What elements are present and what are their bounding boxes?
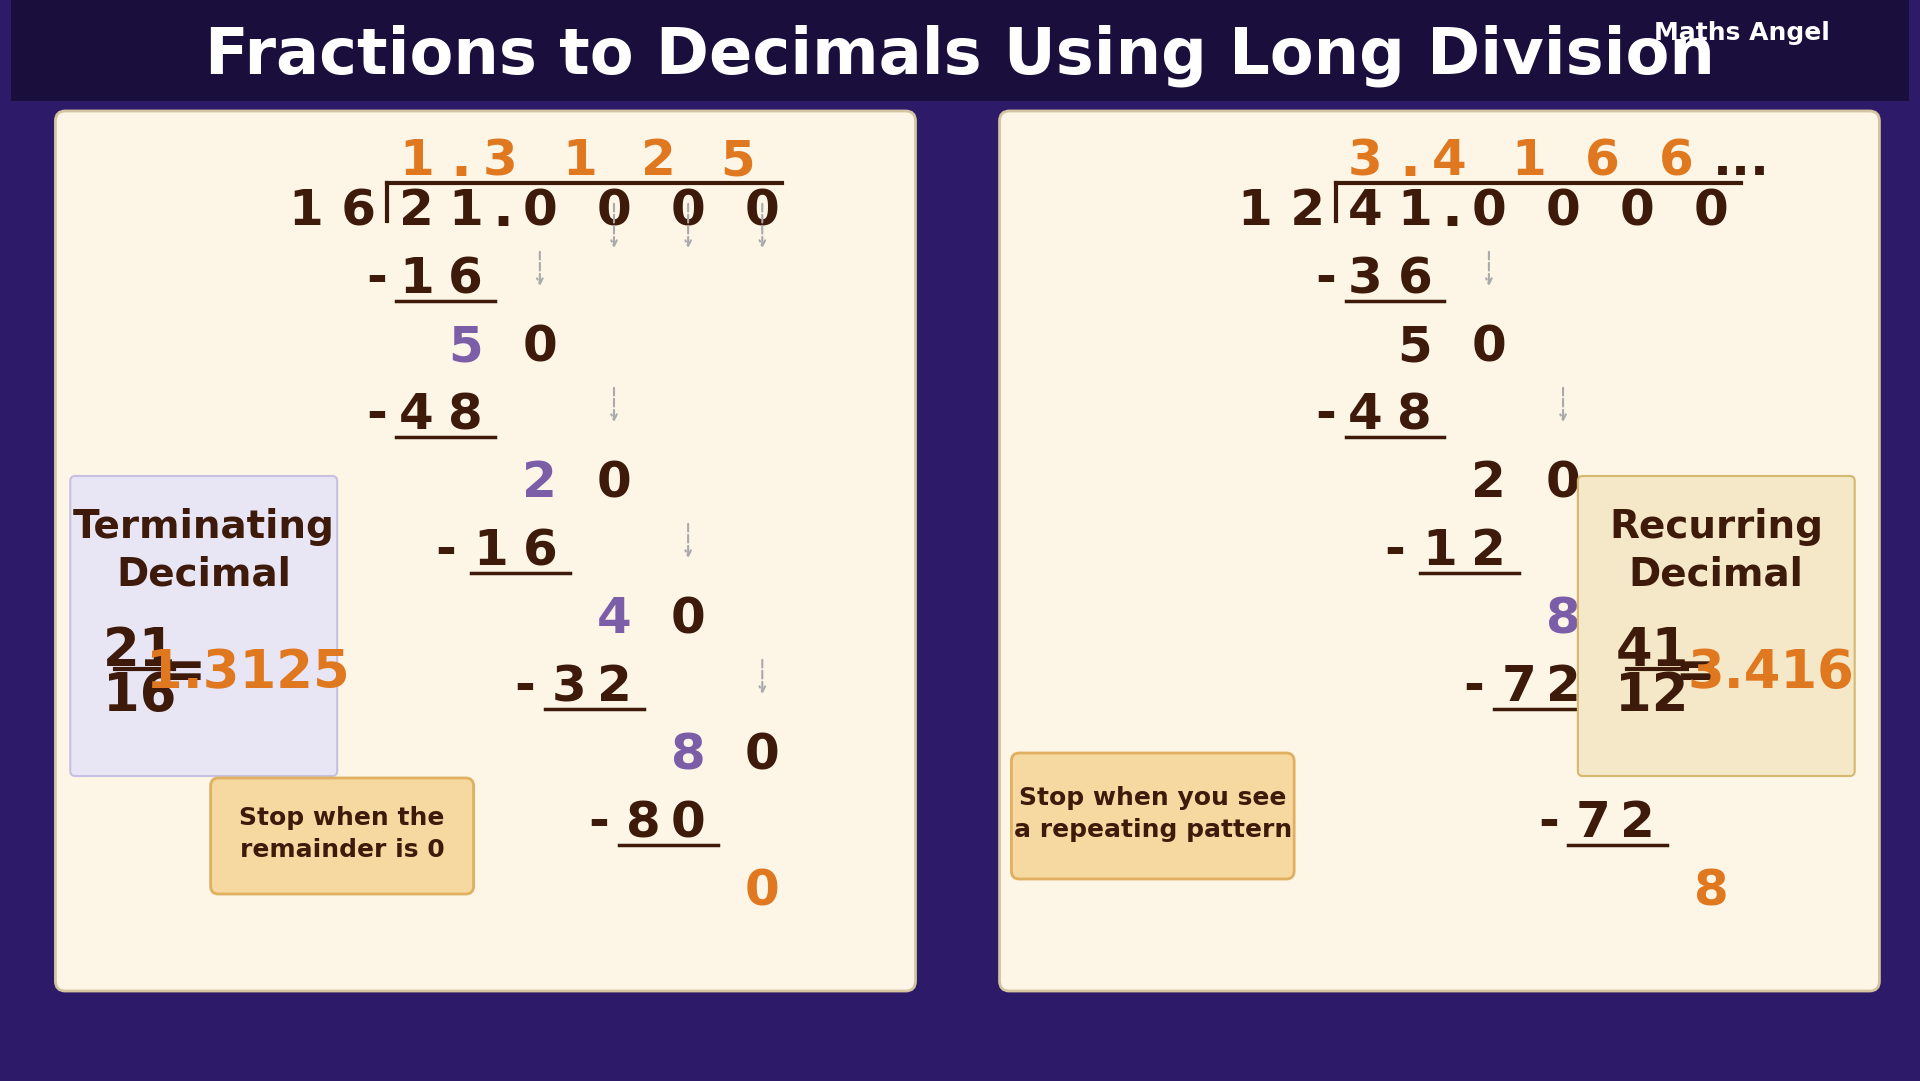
- Text: Recurring
Decimal: Recurring Decimal: [1609, 508, 1824, 593]
- Text: 0: 0: [1693, 187, 1728, 235]
- Text: 0: 0: [745, 187, 780, 235]
- Text: -: -: [367, 255, 388, 303]
- Text: -: -: [436, 528, 457, 575]
- FancyBboxPatch shape: [56, 111, 916, 991]
- Text: 2: 2: [1620, 799, 1655, 848]
- Text: 41: 41: [1615, 625, 1690, 677]
- Text: 21: 21: [102, 625, 177, 677]
- Text: Stop when you see
a repeating pattern: Stop when you see a repeating pattern: [1014, 786, 1292, 842]
- Text: -: -: [1384, 528, 1405, 575]
- Text: Terminating
Decimal: Terminating Decimal: [73, 508, 334, 593]
- Text: 2: 2: [1471, 459, 1507, 507]
- Text: =: =: [161, 648, 205, 699]
- Text: Fractions to Decimals Using Long Division: Fractions to Decimals Using Long Divisio…: [205, 25, 1715, 88]
- Text: 0: 0: [1620, 595, 1655, 643]
- Text: 2: 2: [1471, 528, 1507, 575]
- Text: 0: 0: [1693, 731, 1728, 779]
- FancyBboxPatch shape: [1578, 476, 1855, 776]
- Text: 1: 1: [1511, 137, 1546, 185]
- Text: 16: 16: [102, 670, 177, 722]
- Text: 2: 2: [597, 663, 632, 711]
- Text: 0: 0: [1620, 187, 1655, 235]
- Text: 0: 0: [670, 187, 705, 235]
- Text: 0: 0: [745, 731, 780, 779]
- Text: -: -: [367, 391, 388, 439]
- FancyBboxPatch shape: [71, 476, 338, 776]
- Text: 5: 5: [1398, 323, 1432, 371]
- Text: -: -: [515, 663, 536, 711]
- Text: 3: 3: [1348, 255, 1382, 303]
- Text: 0: 0: [1471, 323, 1507, 371]
- Text: -: -: [1538, 799, 1559, 848]
- FancyBboxPatch shape: [211, 778, 474, 894]
- Text: 7: 7: [1574, 799, 1611, 848]
- Text: 2: 2: [399, 187, 434, 235]
- Text: 8: 8: [449, 391, 484, 439]
- Text: 1: 1: [399, 137, 434, 185]
- Text: 0: 0: [597, 459, 632, 507]
- Text: 4: 4: [399, 391, 434, 439]
- Text: 6: 6: [1659, 137, 1693, 185]
- Text: 1 2: 1 2: [1238, 187, 1325, 235]
- Text: -: -: [1315, 255, 1336, 303]
- Text: 12: 12: [1615, 670, 1690, 722]
- Text: -: -: [1315, 391, 1336, 439]
- Text: 0: 0: [670, 799, 705, 848]
- Text: 1: 1: [447, 187, 484, 235]
- Text: 1.3125: 1.3125: [146, 648, 349, 699]
- Text: 1: 1: [399, 255, 434, 303]
- Text: 8: 8: [1398, 391, 1432, 439]
- Text: -: -: [1463, 663, 1484, 711]
- Text: 0: 0: [1471, 187, 1507, 235]
- Text: 0: 0: [522, 187, 557, 235]
- FancyBboxPatch shape: [1000, 111, 1880, 991]
- Text: 3: 3: [553, 663, 588, 711]
- Text: 8: 8: [670, 731, 705, 779]
- Text: 6: 6: [522, 528, 557, 575]
- Text: Stop when the
remainder is 0: Stop when the remainder is 0: [240, 806, 445, 862]
- Text: 5: 5: [720, 137, 755, 185]
- Text: 6: 6: [449, 255, 484, 303]
- Text: =: =: [1674, 648, 1718, 699]
- Text: .: .: [1400, 134, 1421, 188]
- Text: 1: 1: [1398, 187, 1432, 235]
- Text: 6: 6: [1586, 137, 1620, 185]
- Text: 4: 4: [597, 595, 632, 643]
- Text: 7: 7: [1501, 663, 1536, 711]
- Text: 2: 2: [641, 137, 676, 185]
- Text: 3: 3: [1348, 137, 1382, 185]
- Text: 0: 0: [1546, 187, 1580, 235]
- Text: 0: 0: [670, 595, 705, 643]
- Text: 3.416: 3.416: [1688, 648, 1855, 699]
- Text: 8: 8: [1620, 731, 1655, 779]
- Text: 2: 2: [522, 459, 557, 507]
- Text: 4: 4: [1432, 137, 1467, 185]
- Text: .: .: [451, 134, 470, 188]
- Text: ...: ...: [1713, 137, 1770, 185]
- Text: 1 6: 1 6: [288, 187, 376, 235]
- Text: 0: 0: [522, 323, 557, 371]
- Text: 1: 1: [1423, 528, 1457, 575]
- Text: 0: 0: [597, 187, 632, 235]
- Text: 0: 0: [745, 867, 780, 915]
- FancyBboxPatch shape: [1012, 753, 1294, 879]
- Text: 1: 1: [563, 137, 597, 185]
- Text: 4: 4: [1348, 391, 1382, 439]
- Text: 8: 8: [626, 799, 660, 848]
- Text: -: -: [589, 799, 609, 848]
- Text: .: .: [1442, 184, 1463, 238]
- FancyBboxPatch shape: [12, 0, 1908, 101]
- Text: 5: 5: [449, 323, 484, 371]
- Text: 3: 3: [484, 137, 518, 185]
- Text: 4: 4: [1348, 187, 1382, 235]
- Text: .: .: [493, 184, 515, 238]
- Text: 2: 2: [1546, 663, 1580, 711]
- Text: 8: 8: [1546, 595, 1580, 643]
- Text: 0: 0: [1546, 459, 1580, 507]
- Text: 1: 1: [472, 528, 509, 575]
- Text: Maths Angel: Maths Angel: [1655, 21, 1830, 45]
- Text: 8: 8: [1693, 867, 1728, 915]
- Text: 6: 6: [1398, 255, 1432, 303]
